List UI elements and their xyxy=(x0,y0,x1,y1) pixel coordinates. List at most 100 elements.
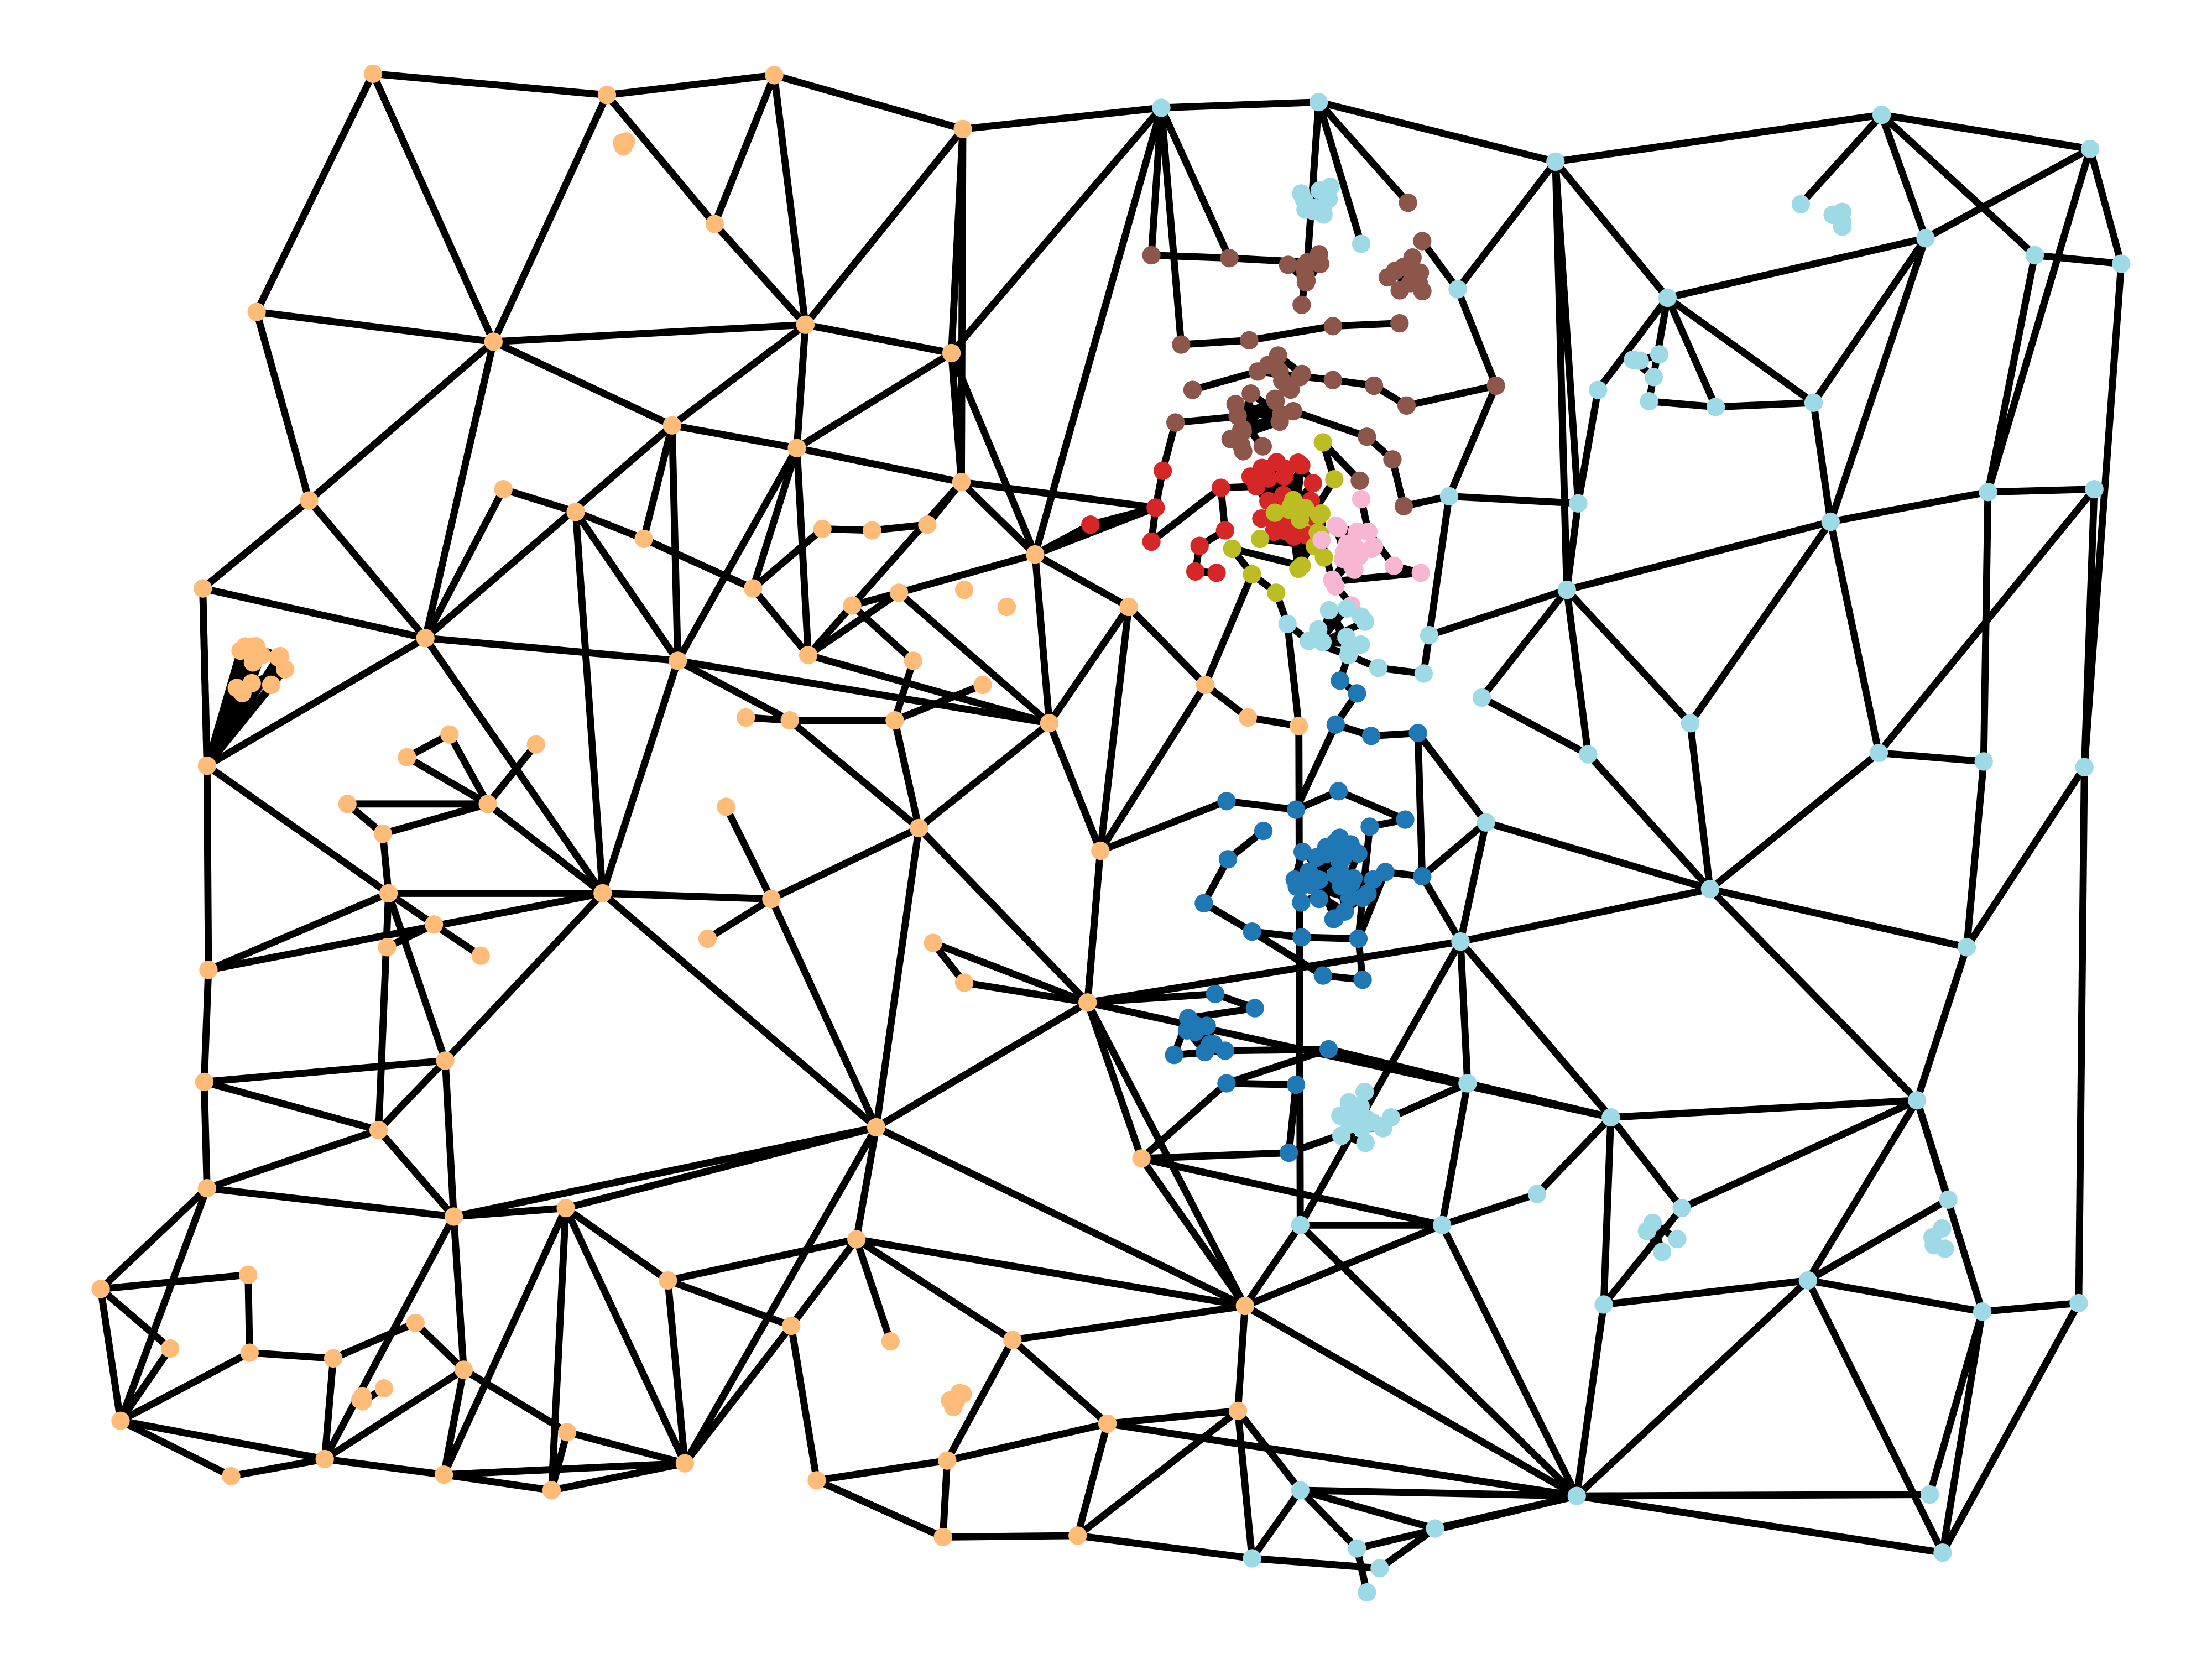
graph-edge xyxy=(203,647,244,770)
graph-node xyxy=(398,748,416,766)
graph-edge xyxy=(1984,145,2094,496)
graph-node xyxy=(1142,532,1161,551)
graph-node xyxy=(1458,1074,1477,1093)
graph-edge xyxy=(1248,928,1327,979)
graph-edge xyxy=(749,444,801,592)
graph-edge xyxy=(1147,252,1233,262)
graph-edge xyxy=(1329,320,1404,330)
graph-edge xyxy=(321,1366,467,1463)
graph-edge xyxy=(199,585,211,770)
graph-edge xyxy=(1922,145,2094,242)
graph-edge xyxy=(1228,545,1306,570)
graph-node xyxy=(1319,601,1339,620)
graph-node xyxy=(1142,246,1161,265)
graph-edge xyxy=(929,939,1092,1006)
graph-edge xyxy=(1241,1302,1580,1500)
graph-edge xyxy=(1418,818,1490,880)
graph-node xyxy=(1204,1035,1223,1054)
graph-edge xyxy=(1878,111,1929,242)
graph-edge xyxy=(421,634,607,897)
graph-edge xyxy=(1438,1079,1472,1229)
graph-node xyxy=(1364,376,1384,395)
graph-node xyxy=(1296,499,1314,518)
graph-edge xyxy=(1913,943,1970,1104)
graph-node xyxy=(1342,873,1361,893)
graph-edge xyxy=(1446,493,1582,507)
graph-edge xyxy=(1097,603,1133,854)
graph-edge xyxy=(1706,885,1921,1104)
graph-edge xyxy=(411,1319,467,1374)
graph-edge xyxy=(895,551,1039,597)
graph-node xyxy=(351,1390,370,1409)
graph-node xyxy=(1650,345,1669,364)
graph-edge xyxy=(915,825,1092,1006)
graph-node xyxy=(1394,497,1413,516)
graph-node xyxy=(659,1271,677,1290)
graph-node xyxy=(1324,910,1343,928)
graph-node xyxy=(1289,559,1308,578)
graph-node xyxy=(1390,314,1409,333)
graph-node xyxy=(1361,539,1381,559)
graph-node xyxy=(1313,966,1332,985)
graph-edge xyxy=(1804,1276,1986,1316)
graph-node xyxy=(1206,984,1225,1004)
graph-node xyxy=(1569,494,1588,513)
graph-node xyxy=(2025,246,2044,265)
graph-node xyxy=(1309,92,1328,112)
graph-edge xyxy=(959,104,1165,133)
graph-edge xyxy=(1223,1046,1332,1087)
graph-node xyxy=(1266,392,1285,410)
graph-edge xyxy=(891,717,922,832)
graph-edge xyxy=(117,1345,174,1425)
graph-edge xyxy=(1979,1300,2083,1316)
graph-edge xyxy=(1234,1407,1256,1562)
graph-node xyxy=(1594,1295,1613,1314)
graph-node xyxy=(1311,254,1329,273)
graph-edge xyxy=(1827,518,1882,757)
graph-edge xyxy=(446,731,492,808)
graph-node xyxy=(1265,503,1285,522)
graph-edge xyxy=(1157,104,1233,262)
graph-node xyxy=(737,708,755,727)
graph-edge xyxy=(369,70,497,346)
graph-node xyxy=(231,641,250,660)
graph-node xyxy=(1624,350,1642,369)
graph-edge xyxy=(958,478,1039,558)
graph-node xyxy=(1413,232,1432,251)
graph-edge xyxy=(1878,111,2094,153)
graph-node xyxy=(194,579,212,598)
graph-node xyxy=(1279,255,1297,274)
graph-edge xyxy=(1706,885,1970,951)
graph-node xyxy=(997,597,1016,617)
graph-node xyxy=(705,215,724,233)
graph-node xyxy=(885,711,904,730)
graph-edge xyxy=(873,825,922,1131)
graph-node xyxy=(1337,599,1357,618)
graph-node xyxy=(1183,380,1202,399)
graph-node xyxy=(1326,715,1345,734)
graph-edge xyxy=(1810,399,1834,526)
graph-edge xyxy=(681,1322,795,1467)
graph-edge xyxy=(321,1455,447,1479)
graph-edge xyxy=(375,1126,457,1220)
graph-node xyxy=(1326,833,1345,852)
graph-node xyxy=(1310,889,1328,909)
graph-edge xyxy=(203,1126,383,1192)
graph-node xyxy=(1215,521,1235,540)
graph-edge xyxy=(1234,1302,1249,1415)
graph-edge xyxy=(572,508,648,542)
graph-edge xyxy=(305,497,429,642)
graph-edge xyxy=(562,1204,672,1284)
graph-node xyxy=(1217,1074,1236,1093)
graph-node xyxy=(315,1449,334,1469)
graph-node xyxy=(1924,1236,1943,1255)
graph-edge xyxy=(1963,763,2088,951)
graph-node xyxy=(1223,539,1241,558)
graph-edge xyxy=(1157,98,1323,112)
graph-edge xyxy=(244,1271,253,1357)
graph-node xyxy=(1916,229,1935,248)
graph-edge xyxy=(873,999,1092,1131)
graph-node xyxy=(1190,536,1209,555)
graph-node xyxy=(909,818,928,838)
